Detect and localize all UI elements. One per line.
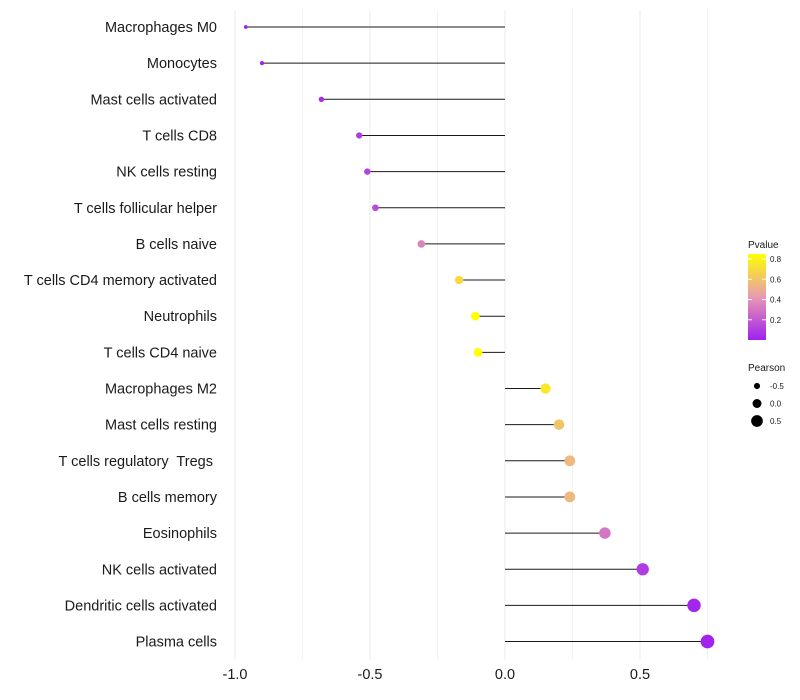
pearson-legend-key [753, 382, 761, 390]
pvalue-legend: Pvalue 0.8 0.6 0.4 0.2 [748, 240, 782, 340]
pearson-legend-title: Pearson [748, 363, 785, 374]
pvalue-tick-label: 0.4 [770, 296, 782, 305]
lollipop-stems [245, 26, 708, 643]
category-label: Dendritic cells activated [65, 598, 217, 614]
lollipop-point [687, 598, 701, 613]
lollipop-point [564, 491, 576, 503]
lollipop-point [564, 455, 576, 467]
category-label: Plasma cells [136, 635, 217, 651]
category-label: T cells follicular helper [74, 201, 217, 217]
pearson-legend-key [751, 415, 763, 427]
lollipop-point [553, 419, 565, 430]
grid-lines [234, 10, 708, 660]
pearson-legend: Pearson -0.5 0.0 0.5 [748, 363, 785, 427]
lollipop-point [540, 383, 551, 394]
pvalue-tick-label: 0.6 [770, 275, 782, 284]
category-label: Eosinophils [143, 526, 217, 542]
category-label: Mast cells resting [105, 418, 217, 434]
lollipop-point [318, 96, 325, 103]
lollipop-point [372, 204, 379, 212]
category-label: B cells memory [118, 490, 218, 506]
lollipop-point [700, 634, 715, 649]
pearson-legend-label: 0.5 [770, 417, 782, 426]
category-label: T cells CD4 memory activated [24, 273, 217, 289]
lollipop-point [454, 275, 464, 285]
x-axis-tick-labels: -1.0 -0.5 0.0 0.5 [223, 667, 651, 683]
lollipop-point [259, 61, 265, 66]
category-label: Neutrophils [144, 309, 217, 325]
pearson-legend-key [752, 399, 762, 408]
lollipop-point [473, 347, 483, 357]
lollipop-point [243, 25, 248, 29]
lollipop-points [243, 25, 715, 649]
lollipop-point [470, 311, 480, 321]
pearson-legend-label: -0.5 [770, 382, 784, 391]
lollipop-point [356, 132, 363, 139]
category-label: Macrophages M0 [105, 20, 217, 36]
category-label: B cells naive [136, 237, 217, 253]
x-tick-label: -1.0 [223, 667, 248, 683]
pvalue-tick-label: 0.2 [770, 316, 782, 325]
x-tick-label: -0.5 [358, 667, 383, 683]
lollipop-point [364, 168, 371, 175]
pvalue-tick-label: 0.8 [770, 255, 782, 264]
lollipop-point [599, 527, 611, 539]
pvalue-legend-title: Pvalue [748, 240, 779, 251]
pvalue-colorbar [748, 254, 766, 340]
category-label: Macrophages M2 [105, 382, 217, 398]
category-label: T cells CD8 [142, 128, 217, 144]
pearson-legend-label: 0.0 [770, 400, 782, 409]
category-label: T cells regulatory Tregs [59, 454, 218, 470]
category-label: NK cells resting [116, 165, 217, 181]
x-tick-label: 0.0 [495, 667, 515, 683]
category-label: T cells CD4 naive [104, 345, 217, 361]
x-tick-label: 0.5 [630, 667, 650, 683]
lollipop-point [417, 240, 426, 248]
category-labels: Macrophages M0 Monocytes Mast cells activa… [24, 20, 218, 651]
lollipop-point [636, 563, 649, 576]
category-label: NK cells activated [102, 562, 217, 578]
category-label: Mast cells activated [90, 92, 217, 108]
category-label: Monocytes [147, 56, 217, 72]
